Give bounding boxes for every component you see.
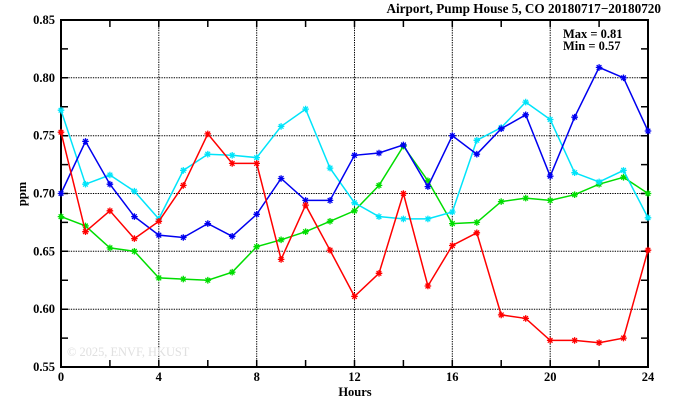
svg-text:Airport, Pump House 5, CO 2018: Airport, Pump House 5, CO 20180717−20180…	[386, 1, 661, 16]
svg-text:Max = 0.81: Max = 0.81	[563, 27, 623, 41]
svg-text:ppm: ppm	[15, 181, 29, 206]
svg-text:20: 20	[544, 370, 557, 384]
svg-text:Hours: Hours	[338, 385, 371, 399]
svg-text:8: 8	[254, 370, 260, 384]
svg-text:12: 12	[348, 370, 361, 384]
svg-text:16: 16	[446, 370, 459, 384]
svg-text:0: 0	[58, 370, 64, 384]
svg-text:24: 24	[642, 370, 655, 384]
svg-text:0.60: 0.60	[33, 302, 55, 316]
svg-text:© 2025, ENVF, HKUST: © 2025, ENVF, HKUST	[67, 345, 190, 359]
svg-text:0.80: 0.80	[33, 71, 55, 85]
svg-text:0.75: 0.75	[33, 129, 55, 143]
svg-text:0.85: 0.85	[33, 13, 55, 27]
svg-text:0.65: 0.65	[33, 244, 55, 258]
svg-text:0.55: 0.55	[33, 360, 55, 374]
svg-text:0.70: 0.70	[33, 187, 55, 201]
svg-text:Min = 0.57: Min = 0.57	[563, 39, 620, 53]
svg-text:4: 4	[156, 370, 163, 384]
